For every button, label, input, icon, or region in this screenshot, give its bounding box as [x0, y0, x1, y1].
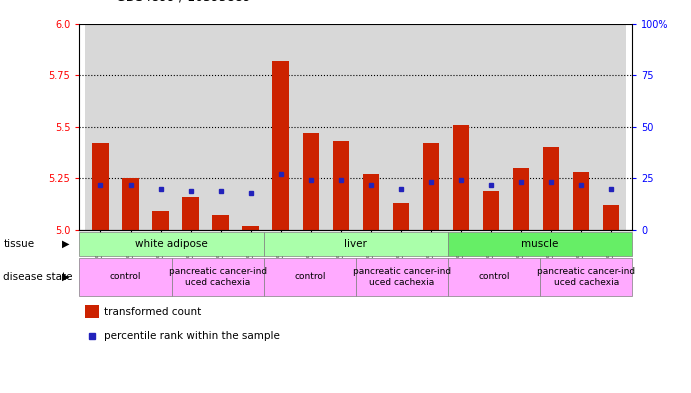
Text: control: control [478, 272, 510, 281]
Bar [266, 24, 296, 230]
Text: disease state: disease state [3, 272, 73, 282]
Bar [122, 178, 139, 230]
Bar [513, 168, 529, 230]
Text: white adipose: white adipose [135, 239, 208, 249]
Text: control: control [110, 272, 141, 281]
Text: percentile rank within the sample: percentile rank within the sample [104, 331, 281, 341]
Bar [448, 258, 540, 296]
Bar [79, 258, 171, 296]
Bar [176, 24, 206, 230]
Bar [146, 24, 176, 230]
Text: ▶: ▶ [62, 272, 69, 282]
Bar [326, 24, 356, 230]
Bar [448, 232, 632, 256]
Bar [79, 232, 264, 256]
Bar [363, 174, 379, 230]
Text: control: control [294, 272, 325, 281]
Bar [332, 141, 349, 230]
Bar [566, 24, 596, 230]
Bar [86, 24, 115, 230]
Text: pancreatic cancer-ind
uced cachexia: pancreatic cancer-ind uced cachexia [353, 267, 451, 286]
Bar [92, 143, 108, 230]
Bar [392, 203, 409, 230]
Bar [182, 197, 199, 230]
Bar [264, 258, 356, 296]
Bar [540, 258, 632, 296]
Bar [264, 232, 448, 256]
Bar [272, 61, 289, 230]
Bar [506, 24, 536, 230]
Bar [296, 24, 326, 230]
Text: liver: liver [344, 239, 368, 249]
Text: pancreatic cancer-ind
uced cachexia: pancreatic cancer-ind uced cachexia [537, 267, 635, 286]
Bar [115, 24, 146, 230]
Bar [243, 226, 259, 230]
Bar [303, 133, 319, 230]
Text: transformed count: transformed count [104, 307, 202, 317]
Bar [596, 24, 626, 230]
Text: pancreatic cancer-ind
uced cachexia: pancreatic cancer-ind uced cachexia [169, 267, 267, 286]
Bar [85, 305, 99, 318]
Bar [356, 258, 448, 296]
Bar [152, 211, 169, 230]
Bar [536, 24, 566, 230]
Bar [573, 172, 589, 230]
Bar [416, 24, 446, 230]
Text: GDS4899 / 10395889: GDS4899 / 10395889 [115, 0, 251, 4]
Bar [212, 215, 229, 230]
Bar [476, 24, 506, 230]
Bar [543, 147, 560, 230]
Text: ▶: ▶ [62, 239, 69, 249]
Bar [236, 24, 266, 230]
Text: muscle: muscle [522, 239, 559, 249]
Bar [483, 191, 500, 230]
Bar [446, 24, 476, 230]
Bar [206, 24, 236, 230]
Bar [386, 24, 416, 230]
Bar [603, 205, 620, 230]
Text: tissue: tissue [3, 239, 35, 249]
Bar [171, 258, 264, 296]
Bar [356, 24, 386, 230]
Bar [453, 125, 469, 230]
Bar [423, 143, 439, 230]
